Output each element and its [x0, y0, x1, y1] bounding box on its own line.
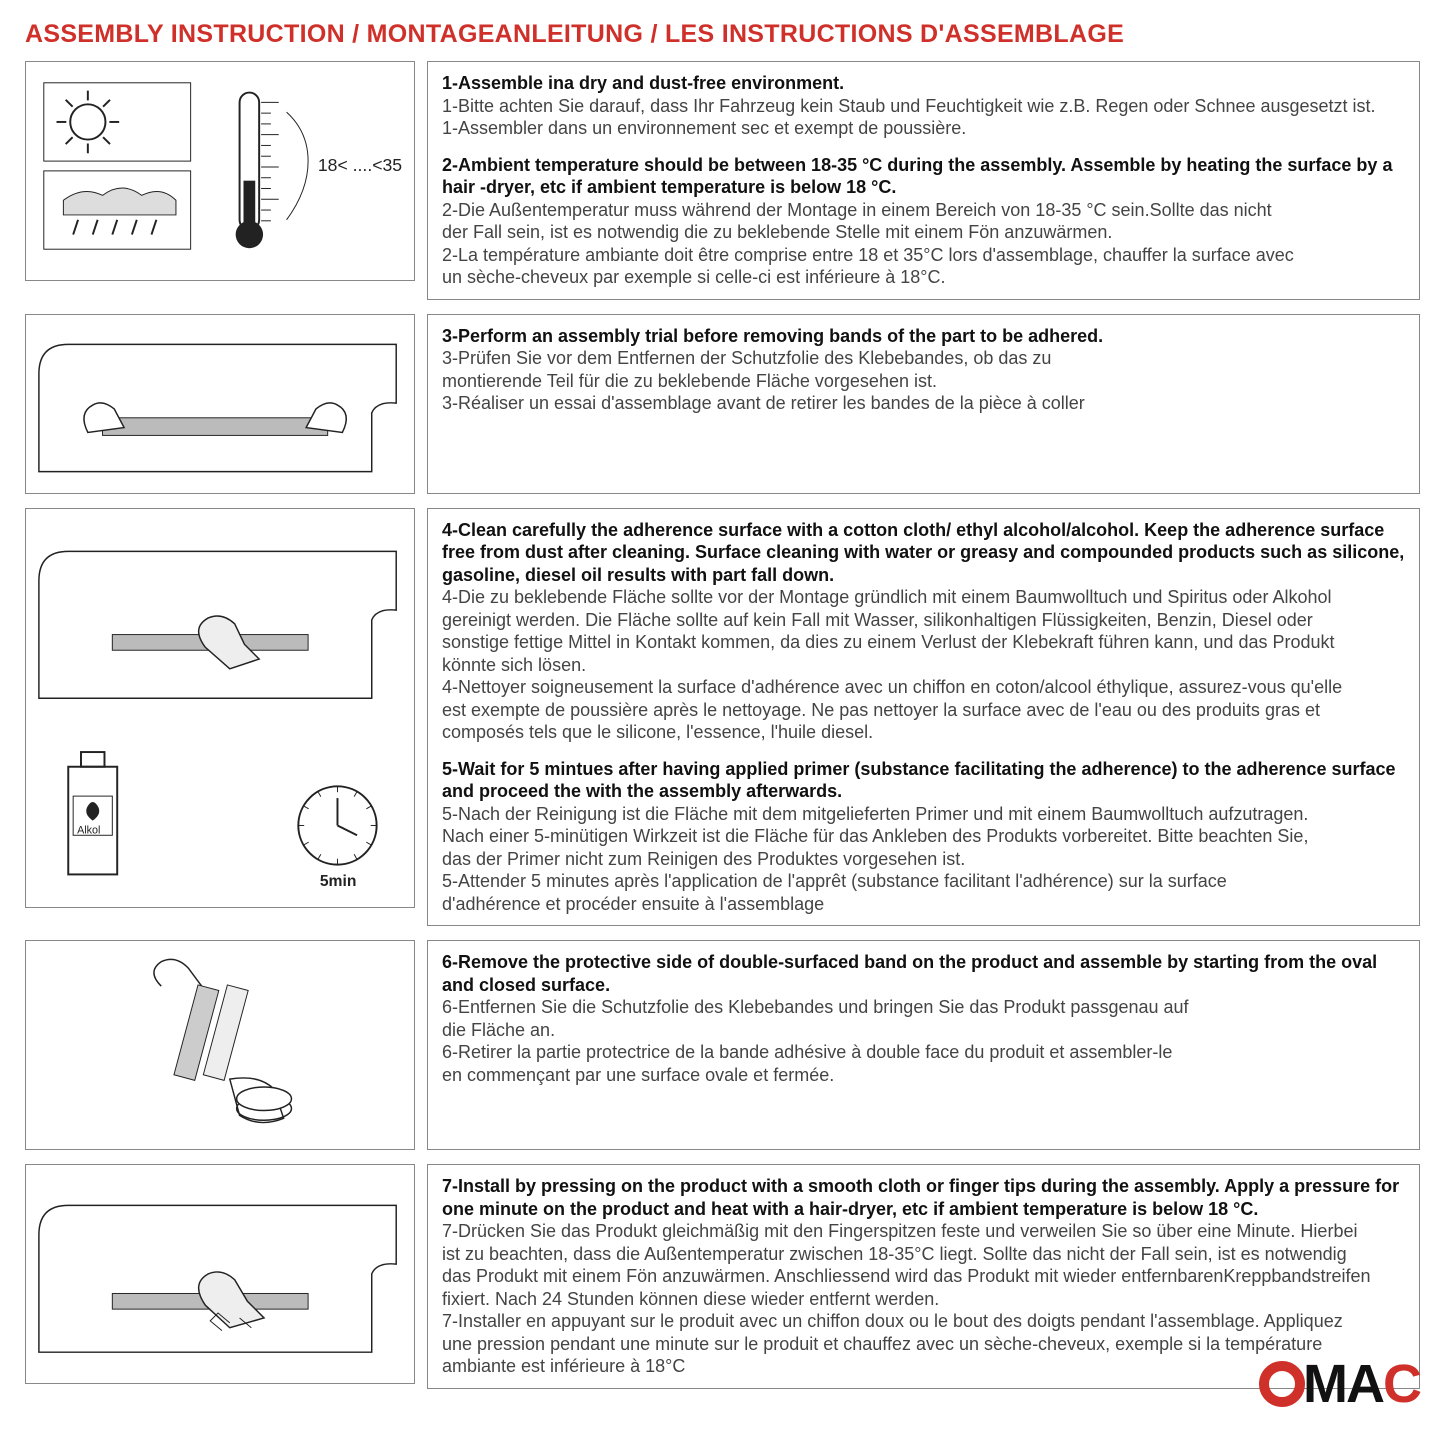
page-title: ASSEMBLY INSTRUCTION / MONTAGEANLEITUNG …	[25, 20, 1420, 49]
instruction-line: 7-Installer en appuyant sur le produit a…	[442, 1310, 1405, 1333]
logo-m: M	[1303, 1353, 1346, 1415]
instruction-line: könnte sich lösen.	[442, 654, 1405, 677]
instruction-line: die Fläche an.	[442, 1019, 1405, 1042]
svg-text:5min: 5min	[320, 873, 357, 890]
instruction-bold-en: 3-Perform an assembly trial before remov…	[442, 325, 1405, 348]
instruction-panel: 3-Perform an assembly trial before remov…	[25, 314, 1420, 494]
instruction-bold-en: 5-Wait for 5 mintues after having applie…	[442, 758, 1405, 803]
instruction-line: ist zu beachten, dass die Außentemperatu…	[442, 1243, 1405, 1266]
logo-c: C	[1383, 1353, 1420, 1415]
clean-alcohol-icon: Alkol 5min	[34, 522, 406, 894]
instruction-text: 6-Remove the protective side of double-s…	[427, 940, 1420, 1150]
illustration-box	[25, 1164, 415, 1384]
instruction-line: das Produkt mit einem Fön anzuwärmen. An…	[442, 1265, 1405, 1288]
press-install-icon	[34, 1176, 406, 1372]
instruction-line: 4-Nettoyer soigneusement la surface d'ad…	[442, 676, 1405, 699]
instruction-line: fixiert. Nach 24 Stunden können diese wi…	[442, 1288, 1405, 1311]
instruction-line: d'adhérence et procéder ensuite à l'asse…	[442, 893, 1405, 916]
instruction-line: 1-Assembler dans un environnement sec et…	[442, 117, 1405, 140]
instruction-line: 5-Attender 5 minutes après l'application…	[442, 870, 1405, 893]
instruction-line: Nach einer 5-minütigen Wirkzeit ist die …	[442, 825, 1405, 848]
instruction-line: 1-Bitte achten Sie darauf, dass Ihr Fahr…	[442, 95, 1405, 118]
instruction-line: sonstige fettige Mittel in Kontakt komme…	[442, 631, 1405, 654]
omac-logo: M A C	[1259, 1353, 1420, 1415]
instruction-line: der Fall sein, ist es notwendig die zu b…	[442, 221, 1405, 244]
instruction-block: 6-Remove the protective side of double-s…	[442, 951, 1405, 1086]
instruction-panel: 18< ....<35 C 1-Assemble ina dry and dus…	[25, 61, 1420, 300]
instruction-line: 5-Nach der Reinigung ist die Fläche mit …	[442, 803, 1405, 826]
instruction-panel: 7-Install by pressing on the product wit…	[25, 1164, 1420, 1389]
instruction-line: 7-Drücken Sie das Produkt gleichmäßig mi…	[442, 1220, 1405, 1243]
logo-a: A	[1346, 1353, 1383, 1415]
svg-text:Alkol: Alkol	[77, 824, 100, 836]
instruction-bold-en: 6-Remove the protective side of double-s…	[442, 951, 1405, 996]
panels-container: 18< ....<35 C 1-Assemble ina dry and dus…	[25, 61, 1420, 1389]
instruction-block: 7-Install by pressing on the product wit…	[442, 1175, 1405, 1378]
instruction-block: 1-Assemble ina dry and dust-free environ…	[442, 72, 1405, 140]
instruction-line: gereinigt werden. Die Fläche sollte auf …	[442, 609, 1405, 632]
instruction-panel: 6-Remove the protective side of double-s…	[25, 940, 1420, 1150]
instruction-line: 3-Prüfen Sie vor dem Entfernen der Schut…	[442, 347, 1405, 370]
instruction-line: un sèche-cheveux par exemple si celle-ci…	[442, 266, 1405, 289]
instruction-bold-en: 7-Install by pressing on the product wit…	[442, 1175, 1405, 1220]
svg-text:18< ....<35 C: 18< ....<35 C	[318, 155, 406, 175]
instruction-line: montierende Teil für die zu beklebende F…	[442, 370, 1405, 393]
instruction-line: 2-Die Außentemperatur muss während der M…	[442, 199, 1405, 222]
trial-fit-icon	[34, 315, 406, 491]
instruction-bold-en: 1-Assemble ina dry and dust-free environ…	[442, 72, 1405, 95]
illustration-box	[25, 940, 415, 1150]
instruction-panel: Alkol 5min 4-Clean carefully the adheren…	[25, 508, 1420, 927]
instruction-line: est exempte de poussière après le nettoy…	[442, 699, 1405, 722]
peel-tape-icon	[34, 947, 406, 1143]
instruction-line: das der Primer nicht zum Reinigen des Pr…	[442, 848, 1405, 871]
instruction-line: 4-Die zu beklebende Fläche sollte vor de…	[442, 586, 1405, 609]
instruction-bold-en: 2-Ambient temperature should be between …	[442, 154, 1405, 199]
instruction-line: 6-Retirer la partie protectrice de la ba…	[442, 1041, 1405, 1064]
instruction-block: 4-Clean carefully the adherence surface …	[442, 519, 1405, 744]
instruction-block: 2-Ambient temperature should be between …	[442, 154, 1405, 289]
logo-o-icon	[1259, 1361, 1305, 1407]
instruction-line: en commençant par une surface ovale et f…	[442, 1064, 1405, 1087]
temp-illustration-icon: 18< ....<35 C	[34, 73, 406, 269]
instruction-block: 5-Wait for 5 mintues after having applie…	[442, 758, 1405, 916]
instruction-block: 3-Perform an assembly trial before remov…	[442, 325, 1405, 415]
instruction-line: 2-La température ambiante doit être comp…	[442, 244, 1405, 267]
instruction-text: 3-Perform an assembly trial before remov…	[427, 314, 1420, 494]
instruction-line: 6-Entfernen Sie die Schutzfolie des Kleb…	[442, 996, 1405, 1019]
instruction-bold-en: 4-Clean carefully the adherence surface …	[442, 519, 1405, 587]
instruction-line: composés tels que le silicone, l'essence…	[442, 721, 1405, 744]
illustration-box: Alkol 5min	[25, 508, 415, 908]
instruction-text: 4-Clean carefully the adherence surface …	[427, 508, 1420, 927]
instruction-text: 1-Assemble ina dry and dust-free environ…	[427, 61, 1420, 300]
illustration-box	[25, 314, 415, 494]
instruction-line: 3-Réaliser un essai d'assemblage avant d…	[442, 392, 1405, 415]
illustration-box: 18< ....<35 C	[25, 61, 415, 281]
